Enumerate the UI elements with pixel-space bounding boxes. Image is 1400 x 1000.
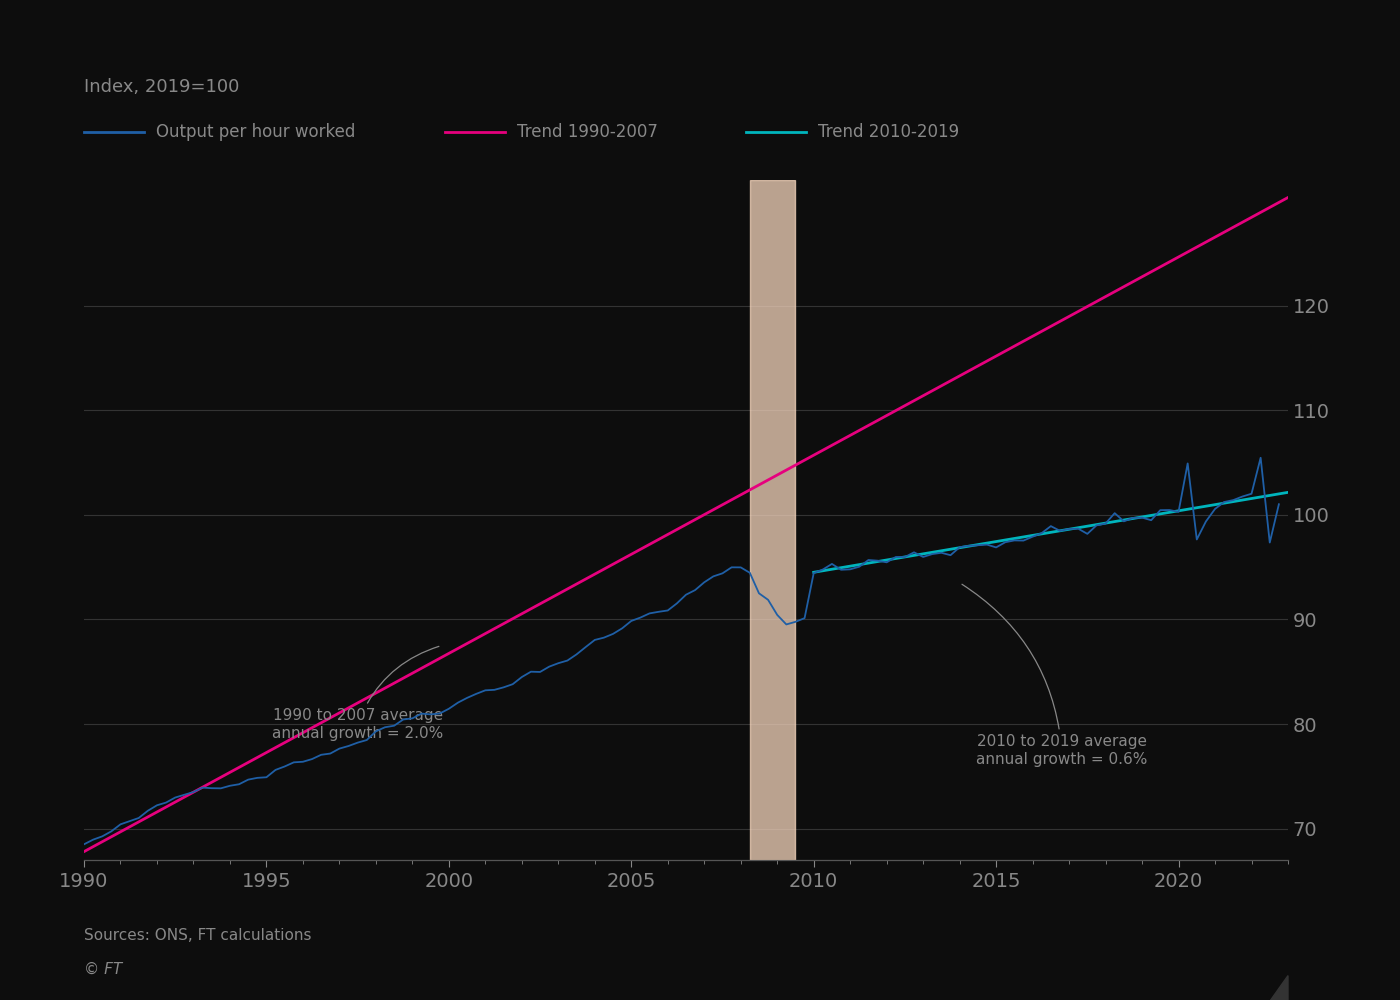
Text: Trend 1990-2007: Trend 1990-2007 — [518, 123, 658, 141]
Bar — [750, 180, 795, 860]
Text: 1990 to 2007 average
annual growth = 2.0%: 1990 to 2007 average annual growth = 2.0… — [272, 646, 444, 741]
Text: © FT: © FT — [84, 962, 122, 977]
Text: Output per hour worked: Output per hour worked — [157, 123, 356, 141]
Polygon shape — [1268, 976, 1288, 1000]
Text: Index, 2019=100: Index, 2019=100 — [84, 78, 239, 96]
Text: 2010 to 2019 average
annual growth = 0.6%: 2010 to 2019 average annual growth = 0.6… — [962, 584, 1148, 767]
Text: Trend 2010-2019: Trend 2010-2019 — [819, 123, 959, 141]
Text: Sources: ONS, FT calculations: Sources: ONS, FT calculations — [84, 928, 311, 943]
